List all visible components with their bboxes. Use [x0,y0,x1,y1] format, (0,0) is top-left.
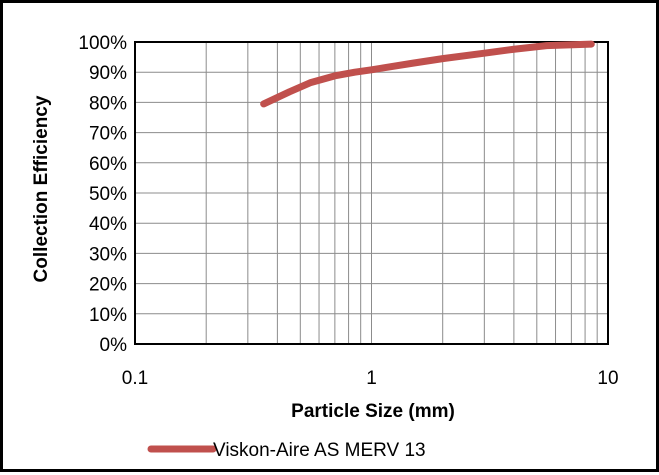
legend: Viskon-Aire AS MERV 13 [147,440,426,461]
y-tick-label: 30% [89,244,127,265]
x-axis-title: Particle Size (mm) [291,401,455,422]
x-tick-label: 0.1 [122,368,148,389]
series-line [260,40,595,108]
legend-label: Viskon-Aire AS MERV 13 [213,440,426,461]
y-tick-label: 40% [89,214,127,235]
y-tick-label: 0% [100,335,128,356]
plot-area [134,41,609,345]
y-tick-label: 10% [89,305,127,326]
y-tick-label: 80% [89,93,127,114]
y-tick-label: 70% [89,124,127,145]
tick-labels: 0% 10% 20% 30% 40% 50% 60% 70% 80% 90% 100% 0.1 1 10 [78,33,618,389]
series [260,40,595,108]
x-tick-label: 1 [366,368,377,389]
y-tick-label: 90% [89,63,127,84]
y-tick-label: 100% [78,33,127,54]
x-tick-label: 10 [597,368,618,389]
y-tick-label: 50% [89,184,127,205]
y-tick-label: 20% [89,275,127,296]
efficiency-chart: 0%10%20%30%40%50%60%70%80%90%100%0.1 1 10 … [31,33,619,461]
y-axis-title: Collection Efficiency [31,95,52,282]
grid [134,41,608,345]
y-tick-label: 60% [89,154,127,175]
